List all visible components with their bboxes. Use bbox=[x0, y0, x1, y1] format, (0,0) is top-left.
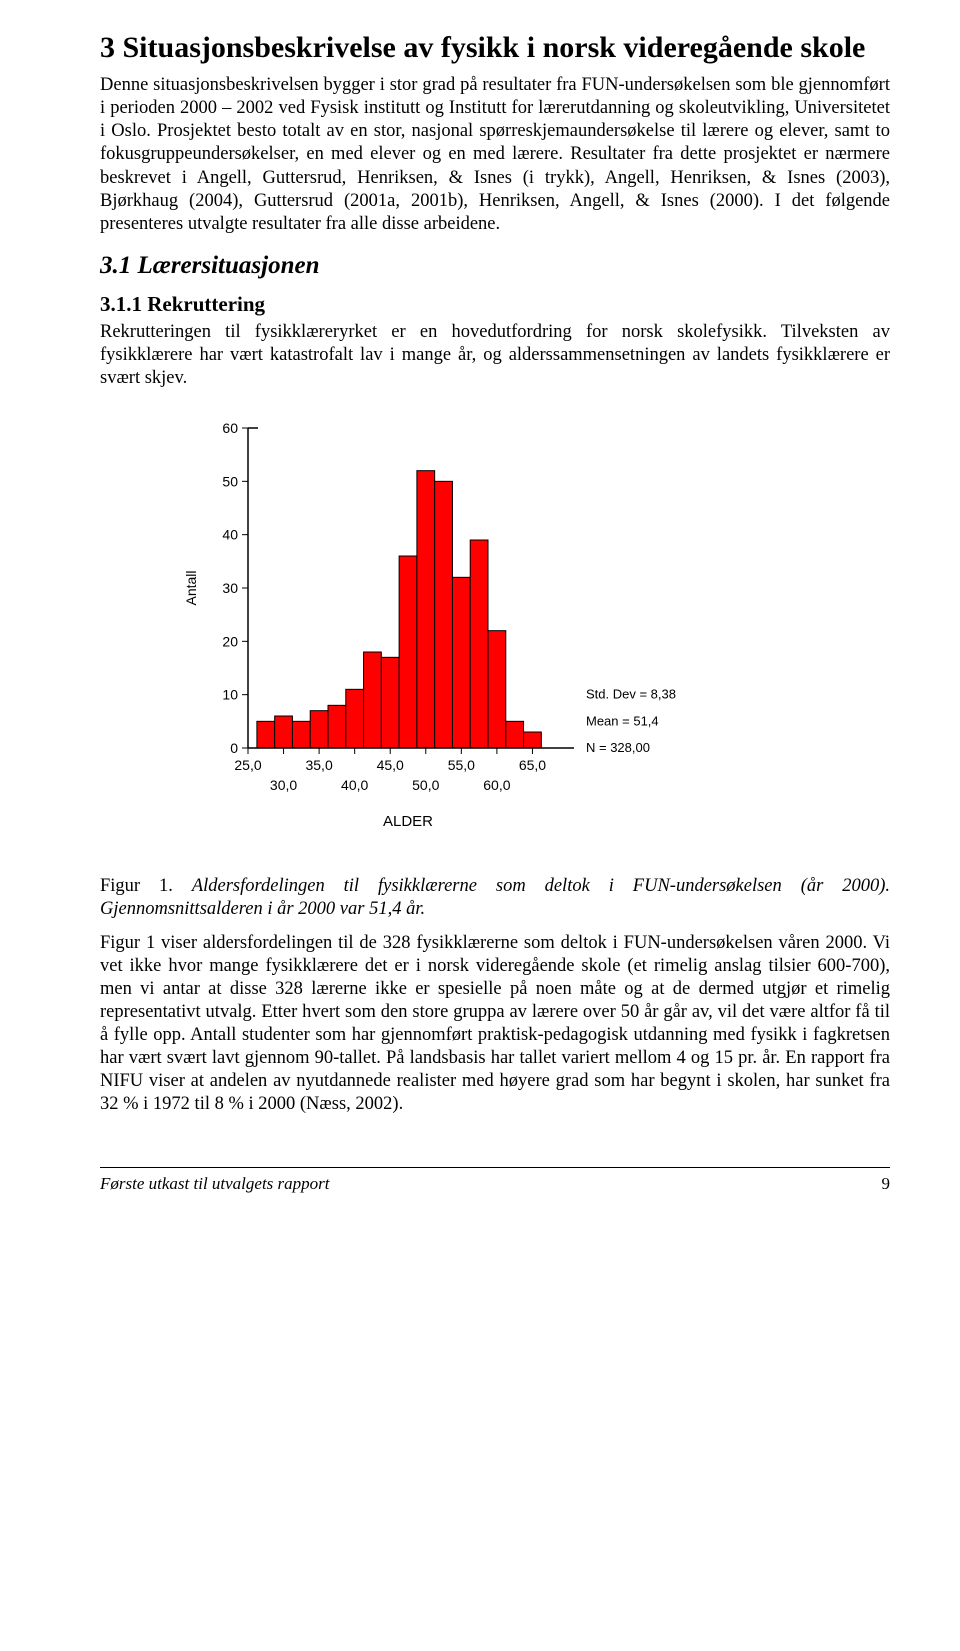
figure-caption-body: Aldersfordelingen til fysikklærerne som … bbox=[100, 876, 890, 919]
subsubsection-heading: 3.1.1 Rekruttering bbox=[100, 292, 890, 317]
y-tick-label: 0 bbox=[230, 740, 238, 756]
histogram-bar bbox=[399, 556, 417, 748]
histogram-figure: 0 10 20 30 40 50 60 25,0 30,0 35,0 40,0 45,0 50,0 55,… bbox=[170, 410, 890, 855]
footer-page-number: 9 bbox=[882, 1174, 891, 1194]
histogram-bar bbox=[452, 578, 470, 749]
histogram-bar bbox=[328, 706, 346, 749]
y-tick-label: 40 bbox=[222, 527, 238, 543]
histogram-bar bbox=[310, 711, 328, 748]
x-tick-label: 45,0 bbox=[377, 757, 404, 773]
x-tick-label: 60,0 bbox=[483, 777, 510, 793]
paragraph-analysis: Figur 1 viser aldersfordelingen til de 3… bbox=[100, 932, 890, 1117]
histogram-bar bbox=[417, 471, 435, 748]
y-tick-label: 50 bbox=[222, 474, 238, 490]
histogram-bar bbox=[275, 716, 293, 748]
x-tick-label: 65,0 bbox=[519, 757, 546, 773]
histogram-bar bbox=[506, 722, 524, 749]
y-tick-label: 60 bbox=[222, 420, 238, 436]
y-axis-title: Antall bbox=[183, 571, 199, 606]
x-tick-label: 50,0 bbox=[412, 777, 439, 793]
histogram-bar bbox=[292, 722, 310, 749]
histogram-bar bbox=[257, 722, 275, 749]
histogram-bar bbox=[435, 482, 453, 749]
y-tick-label: 20 bbox=[222, 634, 238, 650]
stat-std: Std. Dev = 8,38 bbox=[586, 687, 676, 702]
page-footer: Første utkast til utvalgets rapport 9 bbox=[100, 1167, 890, 1194]
figure-caption: Figur 1. Aldersfordelingen til fysikklær… bbox=[100, 875, 890, 921]
histogram-chart: 0 10 20 30 40 50 60 25,0 30,0 35,0 40,0 45,0 50,0 55,… bbox=[170, 410, 730, 850]
y-tick-label: 30 bbox=[222, 580, 238, 596]
figure-caption-lead: Figur 1. bbox=[100, 876, 192, 896]
paragraph-intro: Denne situasjonsbeskrivelsen bygger i st… bbox=[100, 74, 890, 236]
histogram-bar bbox=[364, 652, 382, 748]
histogram-bar bbox=[470, 540, 488, 748]
section-heading: 3 Situasjonsbeskrivelse av fysikk i nors… bbox=[100, 30, 890, 66]
histogram-bar bbox=[524, 732, 542, 748]
stat-n: N = 328,00 bbox=[586, 740, 650, 755]
x-tick-label: 40,0 bbox=[341, 777, 368, 793]
histogram-bar bbox=[488, 631, 506, 748]
subsection-heading: 3.1 Lærersituasjonen bbox=[100, 252, 890, 280]
histogram-bar bbox=[346, 690, 364, 749]
stat-mean: Mean = 51,4 bbox=[586, 714, 659, 729]
x-axis-title: ALDER bbox=[383, 813, 433, 830]
paragraph-recruiting: Rekrutteringen til fysikklæreryrket er e… bbox=[100, 321, 890, 390]
x-tick-label: 25,0 bbox=[234, 757, 261, 773]
histogram-bar bbox=[381, 658, 399, 749]
y-tick-label: 10 bbox=[222, 687, 238, 703]
footer-left: Første utkast til utvalgets rapport bbox=[100, 1174, 330, 1194]
x-tick-label: 55,0 bbox=[448, 757, 475, 773]
x-tick-label: 35,0 bbox=[305, 757, 332, 773]
x-tick-label: 30,0 bbox=[270, 777, 297, 793]
